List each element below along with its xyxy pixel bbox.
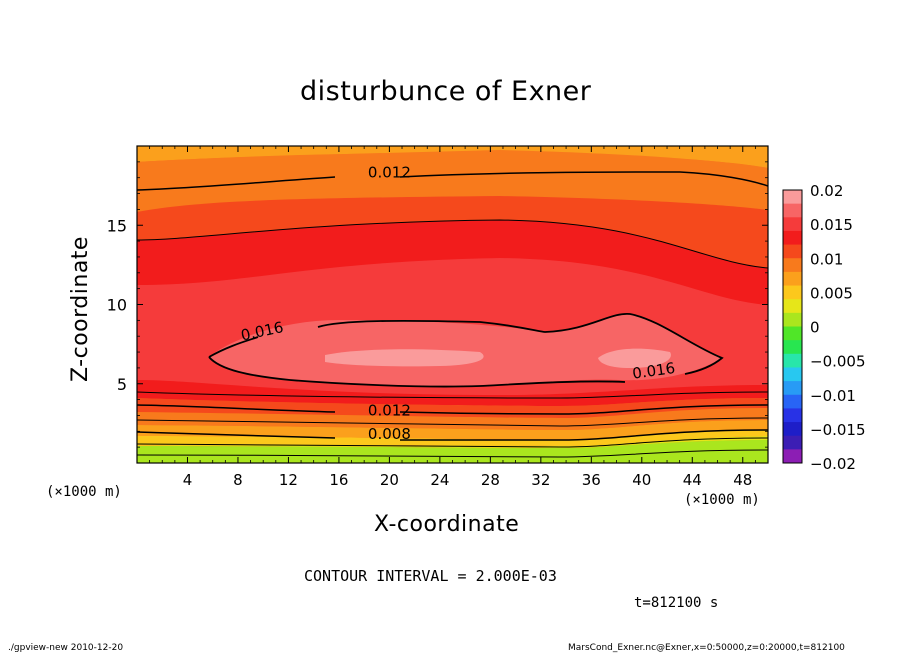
contour-label: 0.008 [368, 425, 411, 443]
footer-right: MarsCond_Exner.nc@Exner,x=0:50000,z=0:20… [568, 643, 845, 653]
contour-line-012-lower [137, 404, 768, 415]
band-top-light [137, 146, 768, 168]
colorbar-band [783, 244, 802, 259]
band-max [209, 313, 722, 387]
colorbar: 0.02 0.015 0.01 0.005 0 −0.005 −0.01 −0.015 −0.0… [782, 182, 866, 473]
contour-line-012-upper [137, 171, 768, 191]
plot-area [137, 146, 768, 463]
colorbar-band [783, 353, 802, 368]
x-tick-label: 48 [733, 471, 752, 489]
colorbar-tick-label: 0.01 [810, 250, 843, 268]
band-yellowgreen [137, 440, 768, 463]
colorbar-band [783, 449, 802, 464]
contour-line-014-lower [137, 391, 768, 399]
colorbar-band [783, 381, 802, 396]
band-peak-left [325, 349, 484, 367]
y-tick-label: 10 [107, 296, 127, 315]
x-tick-label: 44 [683, 471, 702, 489]
band-red-orange [137, 196, 768, 268]
contour-line-006 [137, 437, 768, 448]
contour-line-010 [137, 417, 768, 427]
colorbar-band [783, 285, 802, 300]
x-unit-label-right: (×1000 m) [684, 492, 760, 508]
time-label: t=812100 s [634, 595, 719, 611]
contour-line-016 [208, 313, 724, 388]
band-orange1 [137, 420, 768, 440]
y-tick-label: 5 [117, 375, 127, 394]
x-axis-label: X-coordinate [374, 512, 520, 537]
contour-label: 0.016 [631, 359, 676, 383]
contour-label: 0.012 [368, 164, 411, 182]
colorbar-band [783, 299, 802, 314]
colorbar-frame [782, 189, 803, 464]
chart-title: disturbunce of Exner [300, 76, 592, 107]
x-tick-label: 16 [329, 471, 348, 489]
x-tick-label: 36 [582, 471, 601, 489]
x-tick-label: 20 [380, 471, 399, 489]
y-axis: 5 10 15 [107, 161, 768, 448]
x-tick-label: 32 [531, 471, 550, 489]
colorbar-band [783, 326, 802, 341]
colorbar-tick-label: −0.01 [810, 387, 856, 405]
colorbar-band [783, 422, 802, 437]
x-unit-label-left: (×1000 m) [46, 484, 122, 500]
x-tick-label: 8 [233, 471, 243, 489]
x-axis: 4 8 12 16 20 24 28 32 36 40 44 48 [149, 146, 756, 489]
colorbar-band [783, 271, 802, 287]
band-orange-red [137, 398, 768, 418]
band-upper-orange [137, 150, 768, 212]
colorbar-tick-label: −0.015 [810, 421, 866, 439]
colorbar-band [783, 367, 802, 382]
colorbar-tick-label: −0.005 [810, 353, 866, 371]
colorbar-band [783, 394, 802, 409]
y-tick-label: 15 [107, 216, 127, 235]
colorbar-tick-label: 0.015 [810, 216, 853, 234]
colorbar-band [783, 435, 802, 450]
colorbar-band [783, 217, 802, 232]
colorbar-tick-label: 0.005 [810, 284, 853, 302]
contour-line-004 [137, 449, 768, 458]
contour-interval-label: CONTOUR INTERVAL = 2.000E-03 [304, 567, 557, 585]
band-peak-right [598, 348, 671, 368]
colorbar-band [783, 312, 802, 327]
colorbar-band [783, 340, 802, 355]
colorbar-band [783, 408, 802, 423]
band-yellow2 [137, 430, 768, 446]
x-tick-label: 40 [632, 471, 651, 489]
x-tick-label: 12 [279, 471, 298, 489]
colorbar-tick-label: 0.02 [810, 182, 843, 200]
contour-lines [137, 171, 768, 458]
x-tick-label: 24 [430, 471, 449, 489]
contour-label: 0.012 [368, 401, 411, 419]
colorbar-tick-label: 0 [810, 319, 820, 337]
colorbar-band [783, 230, 802, 246]
colorbar-tick-label: −0.02 [810, 455, 856, 473]
colorbar-band [783, 258, 802, 273]
x-tick-label: 28 [481, 471, 500, 489]
colorbar-band [783, 203, 802, 218]
footer-left: ./gpview-new 2010-12-20 [8, 643, 124, 653]
x-tick-label: 4 [183, 471, 193, 489]
contour-line-014-upper [137, 219, 768, 269]
contour-line-008 [137, 429, 768, 441]
colorbar-band [783, 190, 802, 205]
